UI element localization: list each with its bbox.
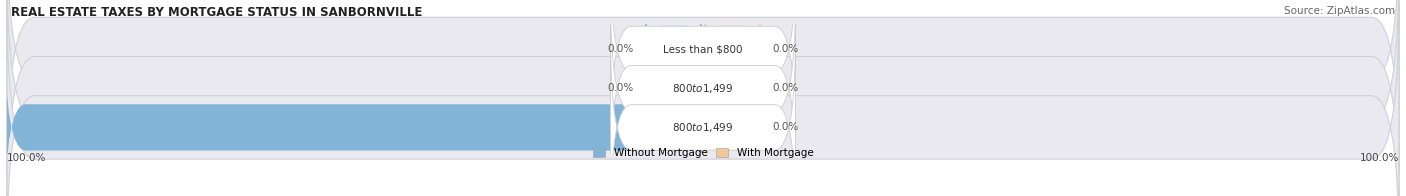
Text: 0.0%: 0.0% (607, 83, 633, 93)
Legend: Without Mortgage, With Mortgage: Without Mortgage, With Mortgage (593, 148, 813, 158)
Text: 100.0%: 100.0% (7, 153, 46, 163)
Text: $800 to $1,499: $800 to $1,499 (672, 121, 734, 134)
Text: Less than $800: Less than $800 (664, 44, 742, 54)
FancyBboxPatch shape (704, 53, 761, 196)
Text: 0.0%: 0.0% (773, 122, 799, 132)
FancyBboxPatch shape (6, 33, 703, 196)
FancyBboxPatch shape (645, 0, 702, 124)
FancyBboxPatch shape (704, 13, 761, 163)
FancyBboxPatch shape (7, 0, 1399, 174)
FancyBboxPatch shape (7, 0, 1399, 196)
FancyBboxPatch shape (610, 0, 796, 183)
FancyBboxPatch shape (645, 53, 702, 196)
Text: REAL ESTATE TAXES BY MORTGAGE STATUS IN SANBORNVILLE: REAL ESTATE TAXES BY MORTGAGE STATUS IN … (11, 6, 423, 19)
FancyBboxPatch shape (645, 13, 702, 163)
Text: $800 to $1,499: $800 to $1,499 (672, 82, 734, 95)
FancyBboxPatch shape (610, 0, 796, 144)
FancyBboxPatch shape (610, 33, 796, 196)
Text: 100.0%: 100.0% (1360, 153, 1399, 163)
Text: 0.0%: 0.0% (773, 44, 799, 54)
FancyBboxPatch shape (7, 2, 1399, 196)
Text: Source: ZipAtlas.com: Source: ZipAtlas.com (1284, 6, 1395, 16)
Text: 0.0%: 0.0% (773, 83, 799, 93)
Text: 0.0%: 0.0% (607, 44, 633, 54)
FancyBboxPatch shape (704, 0, 761, 124)
